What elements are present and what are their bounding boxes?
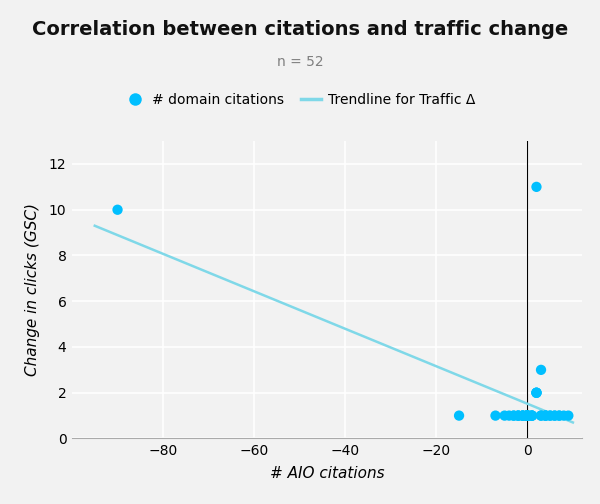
Point xyxy=(532,183,541,191)
Point xyxy=(523,412,532,420)
Point xyxy=(509,412,518,420)
Point xyxy=(523,412,532,420)
Text: Correlation between citations and traffic change: Correlation between citations and traffi… xyxy=(32,20,568,39)
Point xyxy=(523,412,532,420)
Point xyxy=(532,389,541,397)
Point xyxy=(518,412,527,420)
Point xyxy=(523,412,532,420)
Point xyxy=(532,389,541,397)
X-axis label: # AIO citations: # AIO citations xyxy=(269,466,385,481)
Point xyxy=(509,412,518,420)
Point xyxy=(523,412,532,420)
Point xyxy=(514,412,523,420)
Point xyxy=(523,412,532,420)
Point xyxy=(523,412,532,420)
Point xyxy=(545,412,555,420)
Point xyxy=(500,412,509,420)
Point xyxy=(541,412,550,420)
Point xyxy=(559,412,569,420)
Point xyxy=(563,412,573,420)
Point xyxy=(523,412,532,420)
Point xyxy=(523,412,532,420)
Point xyxy=(536,412,546,420)
Point xyxy=(527,412,537,420)
Point xyxy=(541,412,550,420)
Point xyxy=(523,412,532,420)
Point xyxy=(523,412,532,420)
Point xyxy=(523,412,532,420)
Point xyxy=(523,412,532,420)
Point xyxy=(527,412,537,420)
Text: n = 52: n = 52 xyxy=(277,55,323,70)
Point xyxy=(518,412,527,420)
Point xyxy=(491,412,500,420)
Point xyxy=(505,412,514,420)
Point xyxy=(554,412,564,420)
Point xyxy=(523,412,532,420)
Point xyxy=(523,412,532,420)
Point xyxy=(554,412,564,420)
Point xyxy=(518,412,527,420)
Point xyxy=(541,412,550,420)
Point xyxy=(550,412,559,420)
Legend: # domain citations, Trendline for Traffic Δ: # domain citations, Trendline for Traffi… xyxy=(119,88,481,113)
Point xyxy=(523,412,532,420)
Point xyxy=(527,412,537,420)
Point xyxy=(545,412,555,420)
Point xyxy=(527,412,537,420)
Point xyxy=(518,412,527,420)
Point xyxy=(536,412,546,420)
Point xyxy=(514,412,523,420)
Point xyxy=(550,412,559,420)
Point xyxy=(532,389,541,397)
Point xyxy=(536,366,546,374)
Point xyxy=(454,412,464,420)
Point xyxy=(514,412,523,420)
Point xyxy=(113,206,122,214)
Y-axis label: Change in clicks (GSC): Change in clicks (GSC) xyxy=(25,203,40,376)
